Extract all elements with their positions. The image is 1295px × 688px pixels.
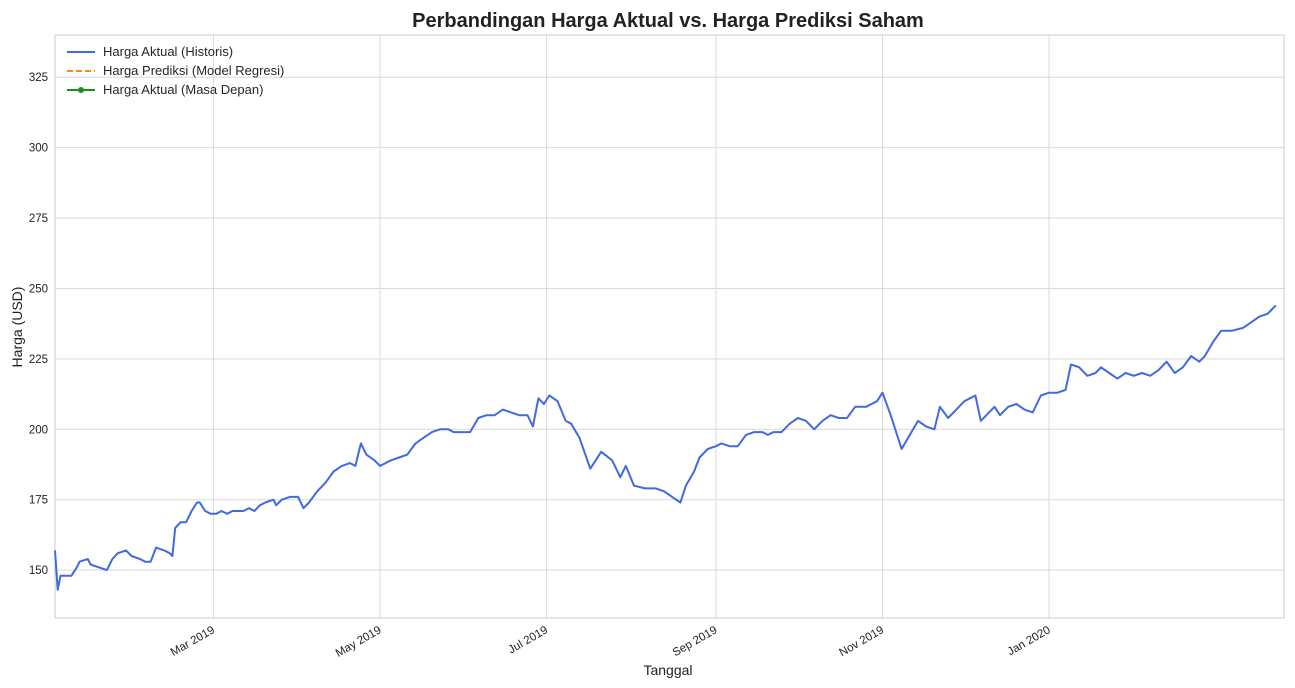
legend-label-1: Harga Prediksi (Model Regresi)	[103, 63, 284, 78]
y-axis: 150 175 200 225 250 275 300 325	[29, 72, 48, 577]
y-tick-label: 200	[29, 424, 48, 436]
y-axis-label: Harga (USD)	[9, 287, 25, 368]
y-tick-label: 300	[29, 143, 48, 155]
x-axis-label: Tanggal	[643, 662, 692, 678]
legend-marker	[78, 87, 84, 93]
plot-frame	[54, 34, 1285, 619]
series-layer	[54, 304, 1277, 591]
grid	[55, 35, 1284, 618]
y-tick-label: 225	[29, 354, 48, 366]
legend-label-0: Harga Aktual (Historis)	[103, 44, 233, 59]
y-tick-label: 325	[29, 72, 48, 84]
legend-label-2: Harga Aktual (Masa Depan)	[103, 82, 263, 97]
legend: Harga Aktual (Historis) Harga Prediksi (M…	[67, 44, 284, 97]
y-tick-label: 250	[29, 283, 48, 295]
y-tick-label: 275	[29, 213, 48, 225]
y-tick-label: 150	[29, 565, 48, 577]
series-line-0	[54, 304, 1277, 591]
y-tick-label: 175	[29, 495, 48, 507]
chart-title: Perbandingan Harga Aktual vs. Harga Pred…	[412, 10, 924, 32]
